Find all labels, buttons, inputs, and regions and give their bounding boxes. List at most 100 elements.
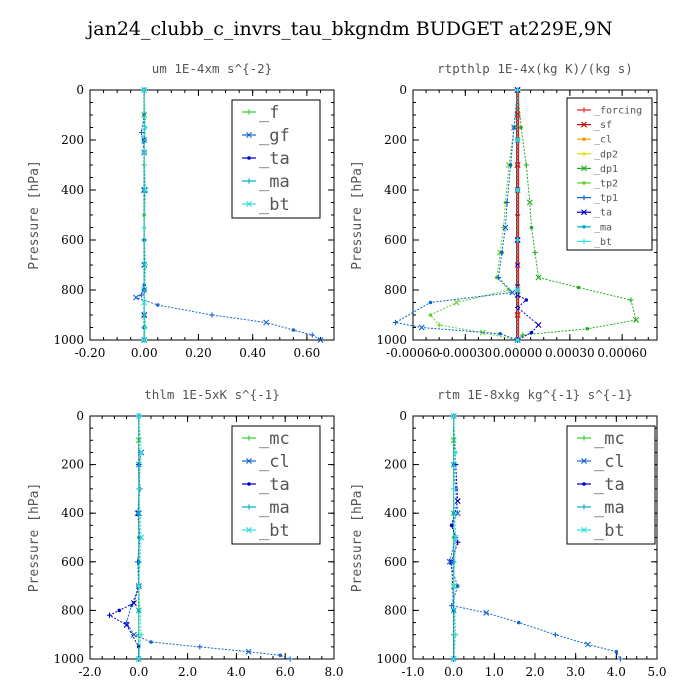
legend-label: _tp1 [594,193,618,204]
data-point [245,648,252,655]
data-point [130,600,137,607]
data-point [155,303,160,307]
series-tp2 [428,88,520,342]
legend-label: _gf [259,126,290,146]
data-point [136,486,142,492]
x-tick-label: 5.0 [647,665,666,679]
chart-panel-2: rtpthlp 1E-4x(kg K)/(kg s) Pressure [hPa]… [350,61,658,360]
legend-label: _tp2 [594,179,618,190]
data-point [552,632,558,638]
data-point [143,125,148,130]
series-ta [106,414,142,662]
legend-label: _ma [594,222,612,233]
data-point [581,107,587,113]
data-point [524,298,529,302]
data-point [142,225,147,230]
data-point [581,195,587,201]
data-point [287,656,293,662]
data-point [142,262,149,268]
x-tick-label: 6.0 [276,665,295,679]
series-bt [450,413,459,662]
legend-label: _cl [259,452,290,472]
x-tick-label: 2.0 [178,665,197,679]
legend-item: _ma [242,498,290,518]
data-point [514,237,521,243]
legend-item: _tp1 [577,193,618,204]
data-point [576,285,581,290]
data-point [246,458,252,464]
x-tick-label: -0.00060 [386,346,440,360]
data-point [246,178,252,184]
data-point [141,137,148,143]
legend-label: _bt [259,521,290,541]
data-point [529,225,534,230]
data-point [209,312,215,318]
legend-label: _bt [259,195,290,215]
data-point [135,656,142,662]
legend-item: _ta [577,208,612,219]
data-point [446,558,453,565]
y-tick-label: 0 [399,83,407,97]
legend-label: _dp1 [594,164,618,175]
x-tick-label: 4.0 [607,665,626,679]
data-point [130,631,137,638]
data-point [135,413,142,419]
data-point [453,450,458,455]
data-point [450,656,457,662]
x-tick-label: -2.0 [78,665,101,679]
data-point [451,584,456,588]
data-point [246,504,252,510]
y-tick-label: 0 [76,83,84,97]
legend-item: _bt [577,237,612,248]
data-point [535,274,542,281]
data-point [451,559,457,565]
y-tick-label: 600 [384,233,407,247]
legend-box [566,97,653,251]
y-tick-label: 400 [61,506,84,520]
legend-label: _ta [594,475,625,495]
data-point [138,534,145,541]
legend-label: _dp2 [594,149,618,160]
page-title: jan24_clubb_c_invrs_tau_bkgndm BUDGET at… [87,18,613,40]
data-point [246,435,252,441]
x-tick-label: 0.60 [294,346,321,360]
legend-label: _ta [594,208,612,219]
y-tick-label: 400 [61,183,84,197]
data-point [454,510,461,517]
data-point [500,250,504,255]
data-point [450,413,457,419]
y-axis-label: Pressure [hPa] [27,160,42,270]
y-tick-label: 800 [61,603,84,617]
y-tick-label: 0 [399,409,407,423]
y-axis-label: Pressure [hPa] [350,483,365,593]
data-point [582,482,586,486]
data-point [137,584,141,588]
data-point [581,527,587,533]
data-point [291,328,296,332]
data-point [428,300,433,305]
data-point [142,313,147,317]
y-axis-label: Pressure [hPa] [27,483,42,593]
data-point [138,632,144,638]
data-point [515,188,520,192]
data-point [392,319,399,326]
legend-label: _forcing [594,106,642,117]
y-tick-label: 800 [384,603,407,617]
data-point [139,450,144,455]
data-point [263,319,270,326]
y-axis-label: Pressure [hPa] [350,160,365,270]
data-point [633,317,640,323]
data-point [516,620,521,625]
data-point [508,163,513,167]
data-point [247,156,251,160]
chart-panel-1: um 1E-4xm s^{-2} Pressure [hPa] -0.20 0.00 0… [27,61,335,360]
y-tick-label: 200 [61,133,84,147]
data-point [584,641,591,648]
legend-item: _bt [577,521,625,541]
data-point [246,201,252,207]
data-point [143,325,148,330]
legend-item: _gf [242,126,290,146]
data-point [418,324,425,331]
legend-item: _ma [577,498,625,518]
